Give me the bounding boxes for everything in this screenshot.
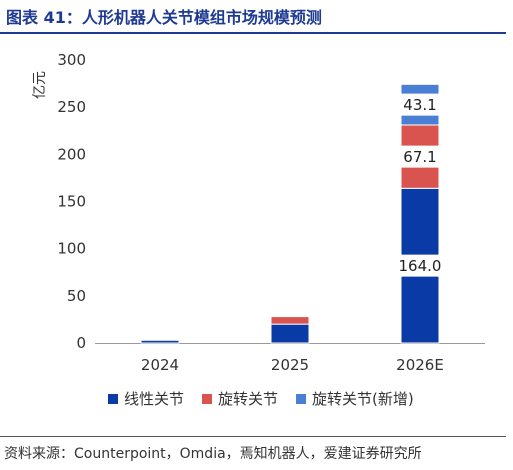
x-tick-label: 2025 xyxy=(271,356,309,374)
y-axis-label: 亿元 xyxy=(32,71,48,99)
y-tick-label: 300 xyxy=(57,51,86,69)
y-tick-label: 50 xyxy=(67,287,86,305)
legend-swatch xyxy=(296,394,307,404)
bar-segment xyxy=(140,339,180,341)
title-divider xyxy=(0,32,506,34)
figure-title: 图表 41：人形机器人关节模组市场规模预测 xyxy=(6,8,322,27)
bar-segment xyxy=(270,316,310,325)
legend-swatch xyxy=(202,394,213,404)
x-tick-label: 2024 xyxy=(141,356,179,374)
source-note: 资料来源：Counterpoint，Omdia，焉知机器人，爱建证券研究所 xyxy=(4,446,422,462)
legend-swatch xyxy=(108,394,118,404)
x-tick-label: 2026E xyxy=(396,356,444,374)
bar-segment xyxy=(270,323,310,344)
data-label: 43.1 xyxy=(403,96,436,114)
y-tick-label: 100 xyxy=(57,240,86,258)
data-label: 67.1 xyxy=(403,148,436,166)
data-label-box xyxy=(398,145,442,168)
source-divider xyxy=(0,436,506,437)
stacked-bar-chart: 0 50 100 150 200 250 300 亿元 2024 2025 164.0 67.1 43.… xyxy=(32,51,485,408)
data-label-box xyxy=(398,254,442,277)
data-label: 164.0 xyxy=(399,257,442,275)
y-tick-label: 0 xyxy=(76,334,86,352)
legend-label: 线性关节 xyxy=(124,390,184,408)
legend-label: 旋转关节 xyxy=(218,390,278,408)
y-tick-label: 200 xyxy=(57,145,86,163)
data-label-box xyxy=(398,93,442,116)
y-tick-label: 250 xyxy=(57,98,86,116)
legend-label: 旋转关节(新增) xyxy=(312,390,414,408)
y-tick-label: 150 xyxy=(57,193,86,211)
